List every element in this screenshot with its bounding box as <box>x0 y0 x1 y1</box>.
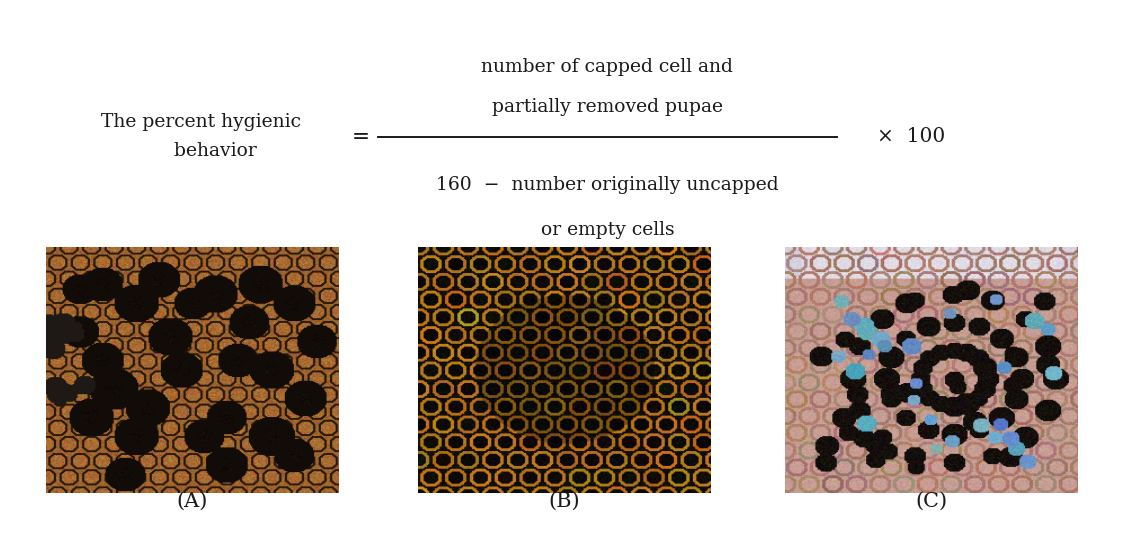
Text: (B): (B) <box>549 492 580 511</box>
Text: ×  100: × 100 <box>877 127 945 146</box>
Text: (C): (C) <box>915 492 948 511</box>
Text: 160  −  number originally uncapped: 160 − number originally uncapped <box>437 176 778 194</box>
Text: (A): (A) <box>176 492 207 511</box>
Text: The percent hygienic
     behavior: The percent hygienic behavior <box>101 113 300 160</box>
Text: partially removed pupae: partially removed pupae <box>492 98 723 116</box>
Text: or empty cells: or empty cells <box>541 221 674 240</box>
Text: =: = <box>352 125 370 148</box>
Text: number of capped cell and: number of capped cell and <box>481 58 733 76</box>
